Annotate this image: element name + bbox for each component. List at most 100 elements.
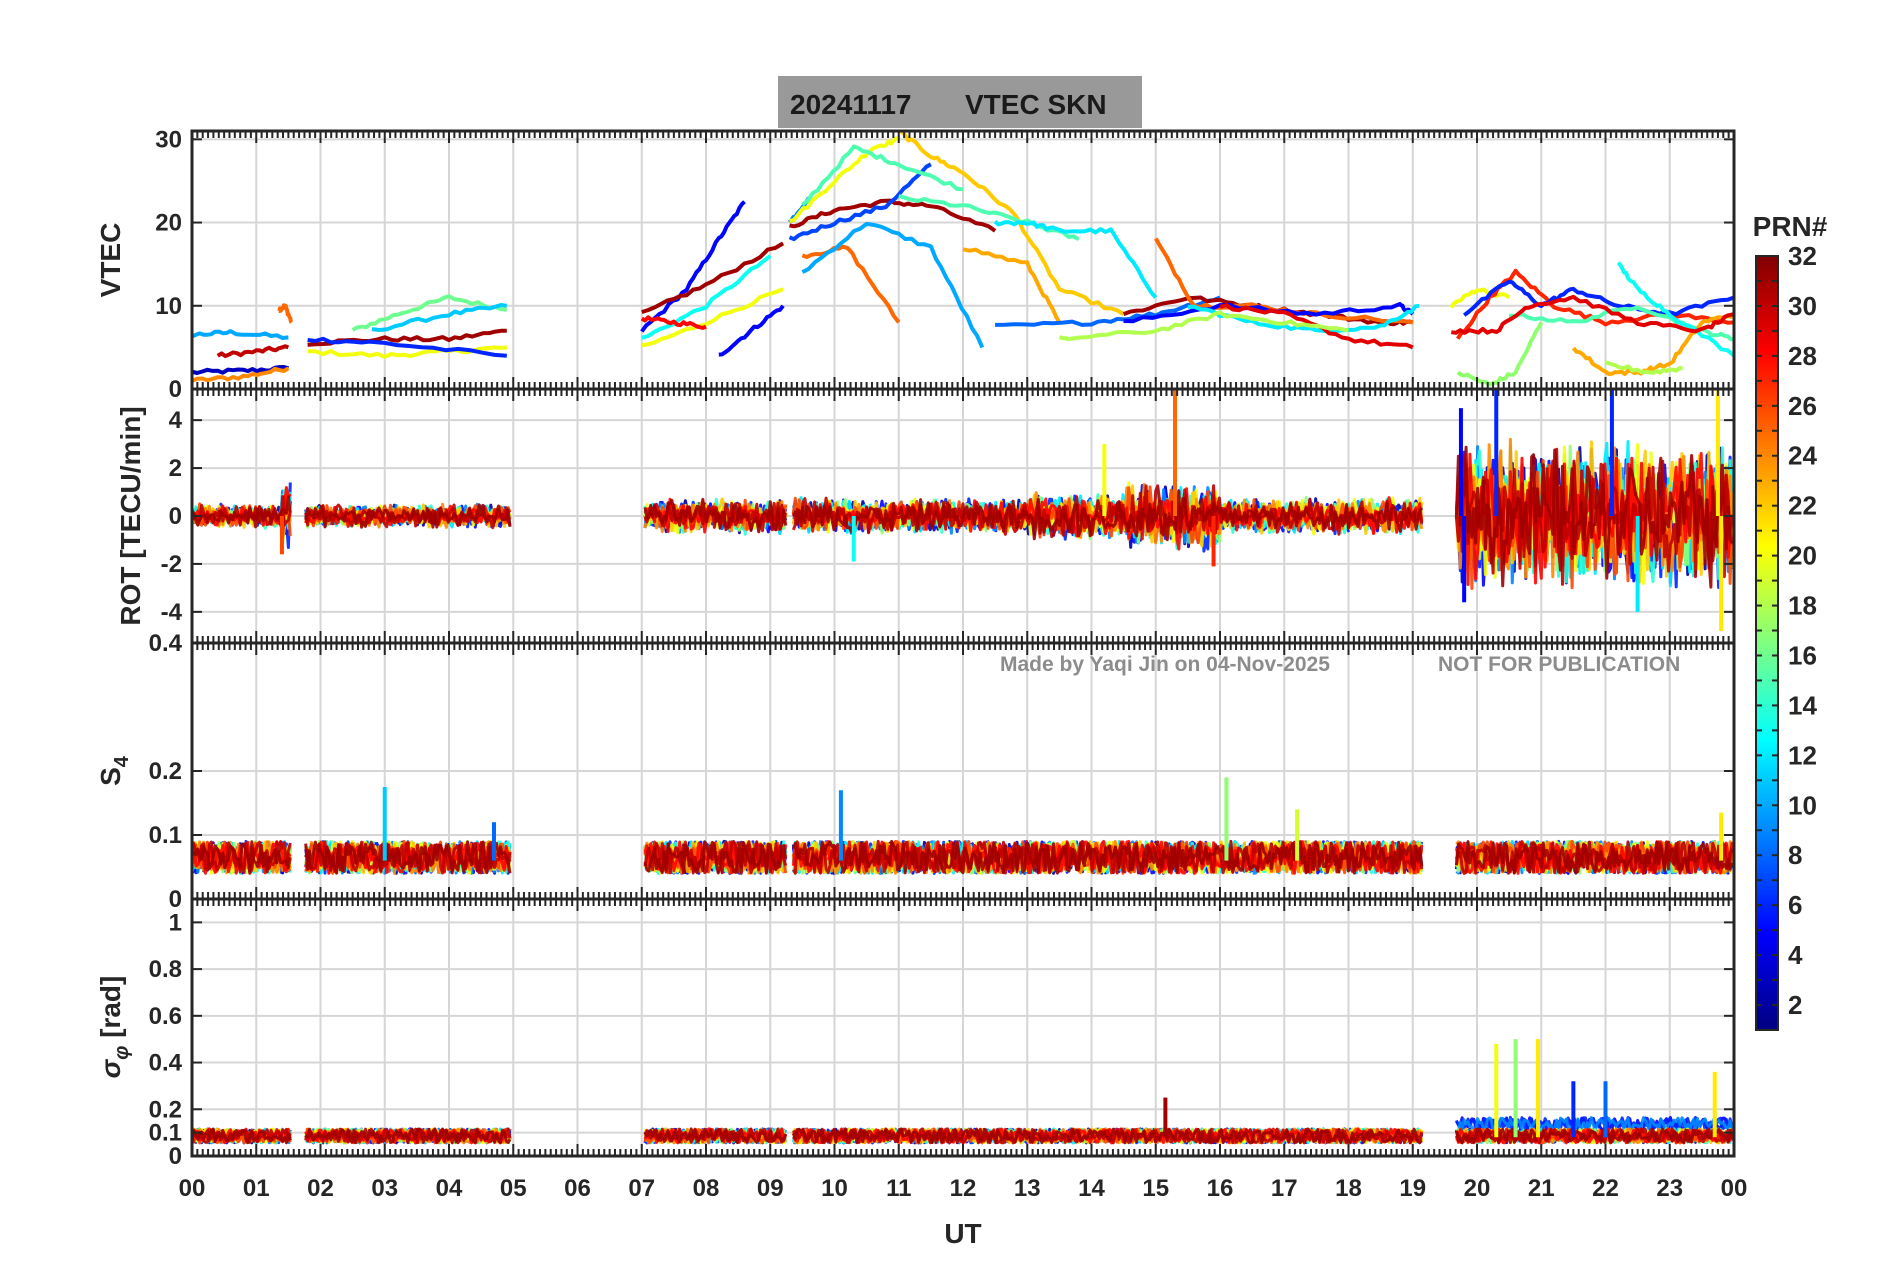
colorbar-tick-label: 32 [1788,241,1817,271]
x-tick-label: 02 [307,1175,334,1202]
title-date: 20241117 [790,89,912,120]
vtec-series-prn-31 [789,198,997,233]
vtec-series-prn-18 [1059,310,1349,341]
panel-sigma-phi: 00.10.2 0.4 0.6 0.8 1 σφ [rad] [95,897,1736,1170]
vtec-series-prn-12 [993,220,1158,299]
panel-rot: -4 -2 0 2 4 ROT [TECU/min] [115,387,1736,645]
panel-vtec: 0 10 20 30 VTEC [95,126,1736,403]
colorbar-tick-label: 20 [1788,541,1817,571]
vtec-series-prn-20 [1449,287,1511,309]
colorbar-tick-label: 14 [1788,690,1817,720]
vtec-series-prn-29 [1451,294,1734,335]
series-group [192,1039,1734,1145]
title-box: 20241117 VTEC SKN [778,76,1142,128]
x-tick-label: 00 [179,1175,206,1202]
watermark: Made by Yaqi Jin on 04-Nov-2025 NOT FOR … [1000,653,1680,676]
x-ticks [191,389,1735,643]
y-tick-label: 0 [169,503,182,530]
vtec-series-prn-20 [789,136,900,224]
colorbar-tick-label: 16 [1788,640,1817,670]
x-ticks [191,899,1735,1156]
y-axis: -4 -2 0 2 4 [161,407,1734,626]
vtec-series-prn-15 [1509,305,1734,342]
y-tick-label: 4 [169,407,183,434]
y-tick-label: 30 [155,126,182,153]
y-tick-label: 0.1 [149,1120,182,1147]
vtec-series-prn-15 [898,194,1080,241]
vtec-series-prn-11 [371,303,508,332]
y-tick-label: 0.2 [149,1096,182,1123]
series-group [192,389,1734,632]
vtec-series-prn-15 [801,144,964,207]
series-group [192,777,1734,875]
y-tick-label: 1 [169,909,182,936]
x-tick-labels: 00 01 02 03 04 05 06 07 08 09 10 11 12 13 14 15 16 17 18 19… [179,1175,1748,1202]
y-tick-label: 0.1 [149,822,182,849]
x-tick-label: 09 [757,1175,784,1202]
y-tick-label: 0.4 [149,1050,183,1077]
vtec-series-prn-30 [216,344,290,359]
vtec-series-prn-28 [640,315,707,330]
vtec-series-prn-5 [1123,302,1415,324]
y-tick-label: 0.2 [149,758,182,785]
vtec-series-prn-13 [1616,261,1734,358]
colorbar-title: PRN# [1753,211,1828,242]
series-group [192,131,1734,387]
vtec-series-prn-20 [641,287,784,348]
vtec-series-prn-25 [801,244,901,324]
vtec-series-prn-7 [788,162,932,242]
y-axis: 0 10 20 30 [155,126,1734,403]
x-tick-label: 18 [1335,1175,1362,1202]
vtec-series-prn-5 [718,304,785,357]
x-ticks [191,131,1735,389]
s4-series-prn-31 [192,839,1734,875]
x-tick-label: 19 [1399,1175,1426,1202]
colorbar-tick-label: 8 [1788,840,1802,870]
vtec-series-prn-25 [277,303,294,324]
x-tick-label: 16 [1207,1175,1234,1202]
x-tick-label: 20 [1464,1175,1491,1202]
colorbar: PRN# 32 30 28 26 24 22 20 18 16 14 12 10 8 6 4 2 [1753,211,1828,1031]
colorbar-tick-label: 30 [1788,291,1817,321]
y-tick-label: 0 [169,886,182,913]
x-tick-label: 21 [1528,1175,1555,1202]
y-tick-label: 0 [169,376,182,403]
colorbar-tick-label: 28 [1788,341,1817,371]
vtec-series-prn-23 [1571,312,1734,377]
title-background [778,76,1142,128]
x-tick-label: 22 [1592,1175,1619,1202]
x-tick-label: 08 [693,1175,720,1202]
y-axis-label: σφ [rad] [95,976,133,1079]
x-tick-label: 15 [1142,1175,1169,1202]
y-axis-label: ROT [TECU/min] [115,406,146,625]
colorbar-tick-label: 26 [1788,391,1817,421]
x-tick-label: 14 [1078,1175,1105,1202]
x-tick-label: 04 [436,1175,463,1202]
colorbar-tick-label: 12 [1788,740,1817,770]
y-tick-label: 20 [155,210,182,237]
x-tick-label: 07 [628,1175,655,1202]
x-tick-label: 03 [371,1175,398,1202]
vtec-series-prn-24 [192,366,290,383]
y-axis: 0 0.1 0.2 0.4 [149,630,1734,913]
x-tick-label: 12 [950,1175,977,1202]
x-tick-label: 23 [1656,1175,1683,1202]
y-tick-label: 2 [169,455,182,482]
vtec-series-prn-10 [192,329,289,340]
vtec-series-prn-5 [640,200,746,333]
y-tick-label: 0.8 [149,956,182,983]
vtec-series-prn-6 [1463,279,1734,317]
vtec-series-prn-10 [801,221,985,349]
y-tick-label: 0.6 [149,1003,182,1030]
vtec-series-prn-13 [641,254,772,340]
y-tick-label: 0 [169,1143,182,1170]
vtec-series-prn-17 [1456,321,1544,387]
watermark-made-by: Made by Yaqi Jin on 04-Nov-2025 [1000,653,1330,676]
vtec-series-prn-6 [307,336,507,358]
title-label: VTEC SKN [965,89,1107,120]
x-tick-label: 17 [1271,1175,1298,1202]
colorbar-gradient [1755,255,1779,1031]
